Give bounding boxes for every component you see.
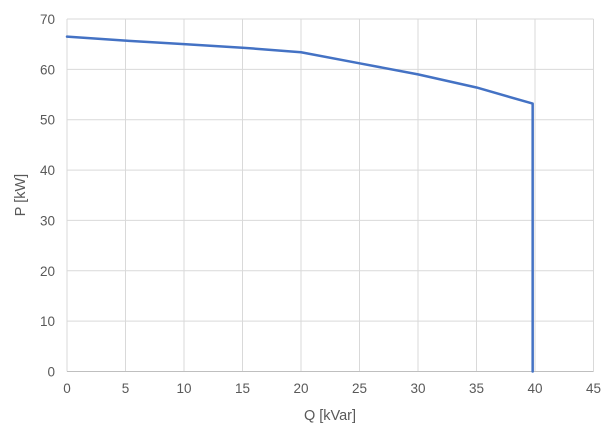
- y-tick-label: 60: [40, 62, 55, 77]
- x-tick-label: 0: [63, 381, 71, 396]
- x-tick-label: 45: [586, 381, 601, 396]
- x-tick-label: 25: [352, 381, 367, 396]
- x-tick-label: 5: [122, 381, 130, 396]
- x-tick-label: 15: [235, 381, 250, 396]
- y-tick-label: 10: [40, 314, 55, 329]
- x-tick-label: 30: [410, 381, 425, 396]
- x-tick-label: 10: [176, 381, 191, 396]
- x-tick-label: 20: [293, 381, 308, 396]
- tick-layer: 0 5 10 15 20 25 30 35 40 45 0 10 20 30 40 50 60 70: [40, 12, 601, 396]
- y-tick-label: 40: [40, 163, 55, 178]
- y-tick-label: 0: [47, 365, 55, 380]
- y-axis-title: P [kW]: [13, 174, 29, 216]
- series-layer: [65, 35, 534, 373]
- y-tick-label: 20: [40, 264, 55, 279]
- data-line: [65, 35, 534, 373]
- x-tick-label: 40: [527, 381, 542, 396]
- y-tick-label: 50: [40, 113, 55, 128]
- x-tick-label: 35: [469, 381, 484, 396]
- y-tick-label: 30: [40, 213, 55, 228]
- y-tick-label: 70: [40, 12, 55, 27]
- grid-layer: [66, 18, 594, 372]
- x-axis-title: Q [kVar]: [304, 408, 356, 424]
